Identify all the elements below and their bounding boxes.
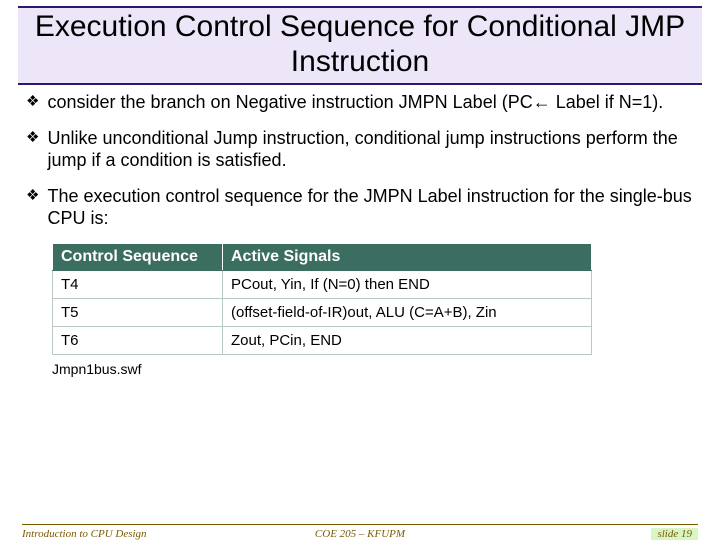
bullet-list: ❖ consider the branch on Negative instru… (0, 85, 720, 229)
bullet-item: ❖ Unlike unconditional Jump instruction,… (26, 127, 694, 171)
diamond-bullet-icon: ❖ (26, 127, 39, 149)
footer-slide-number: slide 19 (651, 528, 698, 540)
control-sequence-table: Control Sequence Active Signals T4 PCout… (52, 243, 592, 355)
table-row: T4 PCout, Yin, If (N=0) then END (53, 271, 592, 299)
table-header-cell: Control Sequence (53, 244, 223, 271)
table-row: T6 Zout, PCin, END (53, 327, 592, 355)
table-cell: (offset-field-of-IR)out, ALU (C=A+B), Zi… (223, 299, 592, 327)
bullet-text: The execution control sequence for the J… (47, 185, 694, 229)
table-cell: PCout, Yin, If (N=0) then END (223, 271, 592, 299)
slide-title-bar: Execution Control Sequence for Condition… (18, 6, 702, 85)
table-cell: T6 (53, 327, 223, 355)
bullet-item: ❖ consider the branch on Negative instru… (26, 91, 694, 113)
diamond-bullet-icon: ❖ (26, 91, 39, 113)
table-row: T5 (offset-field-of-IR)out, ALU (C=A+B),… (53, 299, 592, 327)
diamond-bullet-icon: ❖ (26, 185, 39, 207)
footer-row: Introduction to CPU Design COE 205 – KFU… (22, 528, 698, 540)
swf-caption: Jmpn1bus.swf (52, 361, 720, 377)
footer-left-text: Introduction to CPU Design (22, 528, 147, 540)
control-sequence-table-wrap: Control Sequence Active Signals T4 PCout… (52, 243, 592, 355)
bullet-text: consider the branch on Negative instruct… (47, 91, 663, 113)
table-cell: T4 (53, 271, 223, 299)
slide-title: Execution Control Sequence for Condition… (28, 10, 692, 79)
footer-divider (22, 524, 698, 525)
footer-center-text: COE 205 – KFUPM (315, 528, 405, 540)
table-header-row: Control Sequence Active Signals (53, 244, 592, 271)
table-cell: Zout, PCin, END (223, 327, 592, 355)
bullet-item: ❖ The execution control sequence for the… (26, 185, 694, 229)
slide-footer: Introduction to CPU Design COE 205 – KFU… (0, 524, 720, 540)
table-cell: T5 (53, 299, 223, 327)
table-header-cell: Active Signals (223, 244, 592, 271)
bullet-text: Unlike unconditional Jump instruction, c… (47, 127, 694, 171)
